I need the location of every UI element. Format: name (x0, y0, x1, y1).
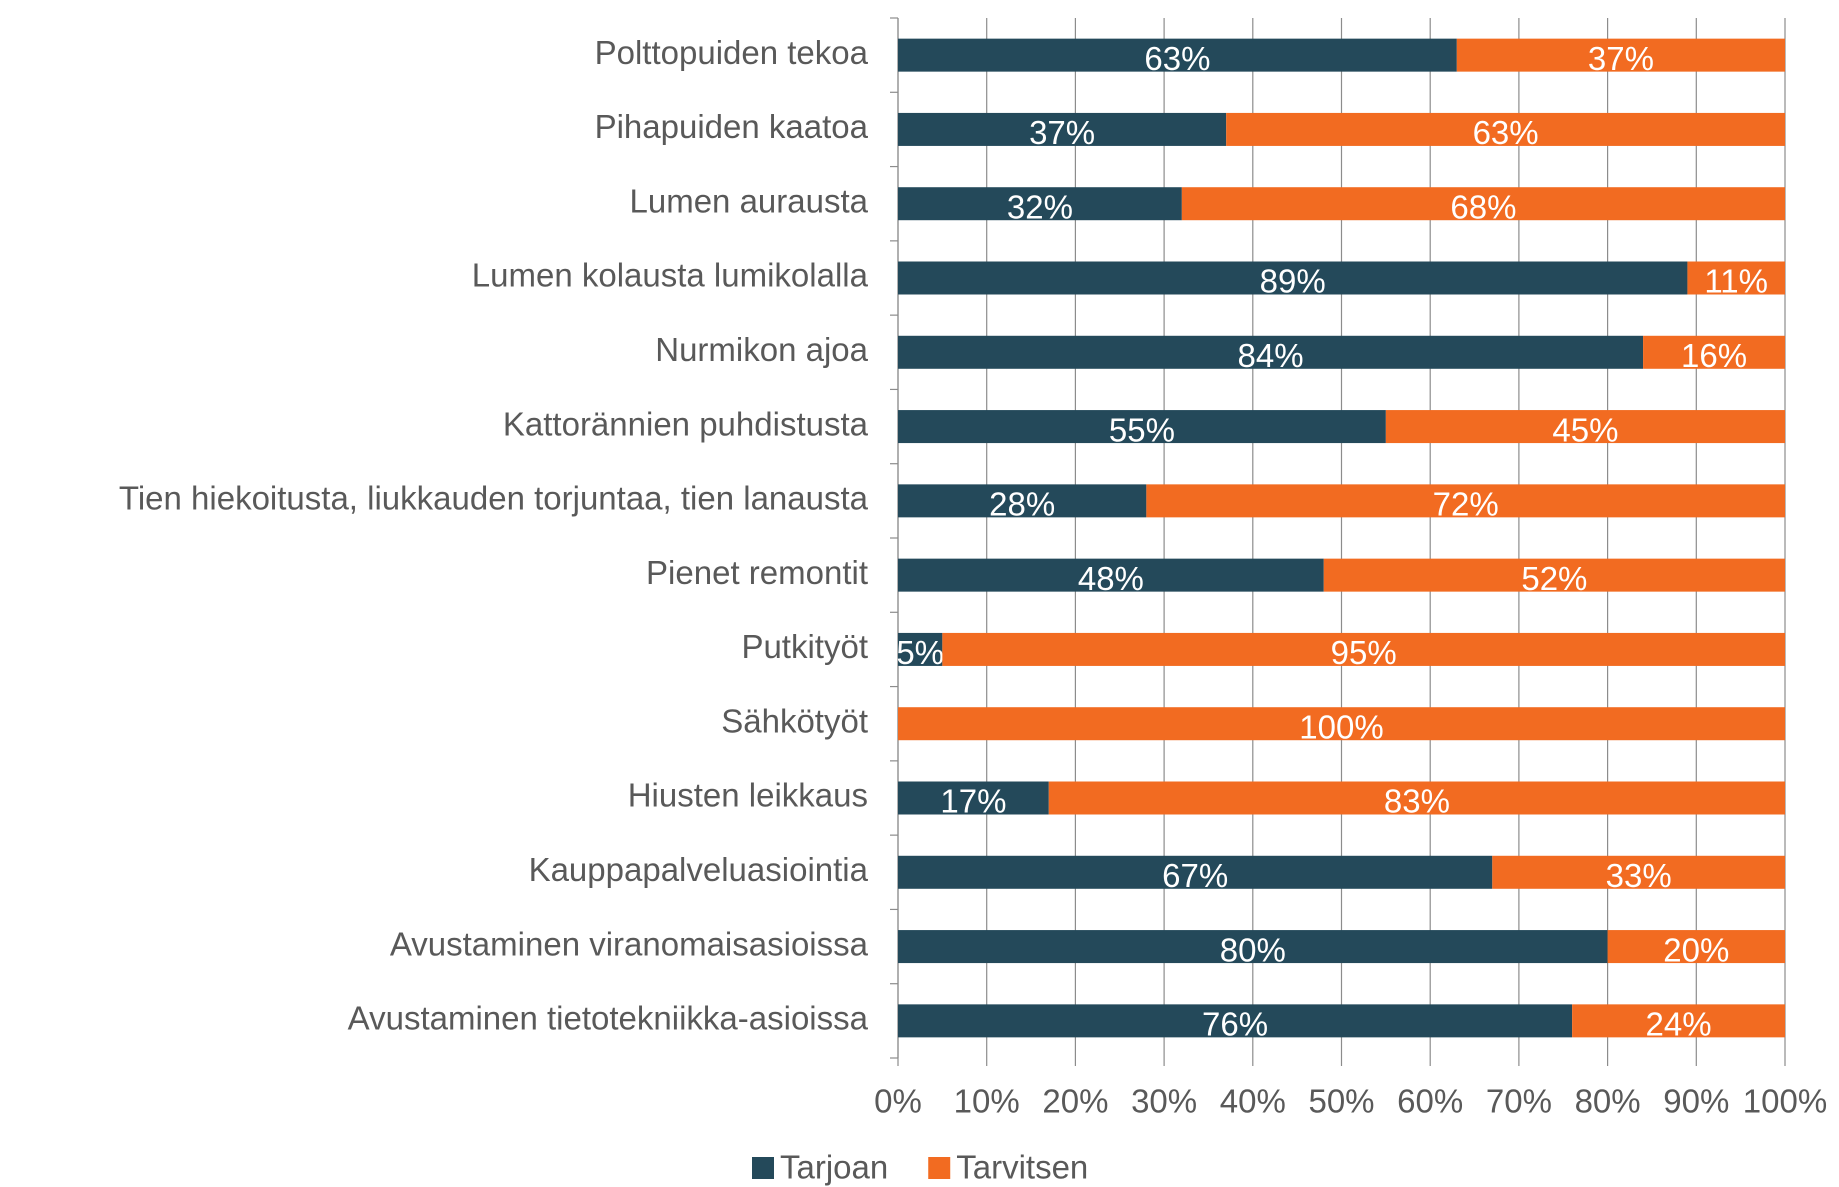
bar-segment (898, 38, 1457, 72)
y-tick-label: Putkityöt (741, 628, 868, 665)
data-label: 95% (1331, 634, 1397, 671)
data-label: 11% (1704, 263, 1768, 300)
x-tick-label: 10% (954, 1083, 1020, 1120)
y-tick-label: Nurmikon ajoa (655, 331, 868, 368)
x-tick-label: 0% (874, 1083, 922, 1120)
y-tick-label: Pienet remontit (646, 554, 868, 591)
data-label: 37% (1029, 114, 1095, 151)
x-tick-label: 100% (1743, 1083, 1827, 1120)
data-label: 48% (1078, 560, 1144, 597)
bar-segment (898, 335, 1644, 369)
bar-segment (1146, 484, 1785, 518)
x-tick-label: 30% (1131, 1083, 1197, 1120)
data-label: 17% (940, 783, 1006, 820)
bar-segment (898, 781, 1049, 815)
y-tick-label: Lumen kolausta lumikolalla (472, 257, 869, 294)
data-label: 76% (1202, 1006, 1268, 1043)
y-tick-label: Kauppapalveluasiointia (529, 851, 869, 888)
x-tick-label: 90% (1663, 1083, 1729, 1120)
data-label: 28% (989, 486, 1055, 523)
x-tick-label: 60% (1397, 1083, 1463, 1120)
data-label: 63% (1144, 40, 1210, 77)
bar-segment (898, 410, 1386, 444)
y-tick-label: Polttopuiden tekoa (595, 34, 869, 71)
legend-swatch (752, 1157, 774, 1179)
y-tick-label: Sähkötyöt (721, 702, 868, 739)
bar-segment (1492, 855, 1785, 889)
data-label: 100% (1299, 708, 1383, 745)
data-label: 24% (1646, 1006, 1712, 1043)
y-tick-label: Pihapuiden kaatoa (595, 108, 869, 145)
bar-segment (1687, 261, 1785, 295)
bar-segment (1572, 1004, 1785, 1038)
data-label: 32% (1007, 188, 1073, 225)
data-label: 5% (896, 634, 944, 671)
data-label: 80% (1220, 931, 1286, 968)
bar-segment (1456, 38, 1785, 72)
bar-segment (1323, 558, 1785, 592)
y-tick-label: Hiusten leikkaus (628, 777, 868, 814)
bar-segment (898, 112, 1227, 146)
bar-segment (1643, 335, 1785, 369)
data-label: 20% (1663, 931, 1729, 968)
bar-segment (898, 484, 1147, 518)
data-label: 89% (1260, 263, 1326, 300)
bar-segment (1048, 781, 1785, 815)
data-label: 37% (1588, 40, 1654, 77)
y-tick-label: Kattoränniеn puhdistusta (503, 405, 869, 442)
data-label: 67% (1162, 857, 1228, 894)
bar-segment (898, 707, 1785, 741)
x-tick-label: 70% (1486, 1083, 1552, 1120)
bar-segment (942, 632, 1785, 666)
legend-label: Tarjoan (780, 1149, 888, 1186)
data-label: 68% (1450, 188, 1516, 225)
data-label: 52% (1521, 560, 1587, 597)
data-label: 63% (1473, 114, 1539, 151)
data-label: 16% (1681, 337, 1747, 374)
x-tick-label: 40% (1220, 1083, 1286, 1120)
x-tick-label: 80% (1575, 1083, 1641, 1120)
y-tick-label: Avustaminen tietotekniikka-asioissa (348, 1000, 869, 1037)
bar-segment (1226, 112, 1785, 146)
data-label: 33% (1606, 857, 1672, 894)
x-tick-label: 50% (1308, 1083, 1374, 1120)
data-label: 45% (1552, 411, 1618, 448)
data-label: 84% (1238, 337, 1304, 374)
y-tick-label: Lumen aurausta (630, 182, 869, 219)
bar-segment (898, 930, 1608, 964)
bar-segment (898, 855, 1493, 889)
data-label: 72% (1433, 486, 1499, 523)
bar-segment (898, 632, 943, 666)
x-tick-label: 20% (1042, 1083, 1108, 1120)
bar-segment (898, 261, 1688, 295)
y-tick-label: Avustaminen viranomaisasioissa (390, 925, 869, 962)
bar-segment (1607, 930, 1785, 964)
data-label: 83% (1384, 783, 1450, 820)
data-label: 55% (1109, 411, 1175, 448)
bar-segment (898, 1004, 1573, 1038)
bar-segment (898, 187, 1182, 221)
y-tick-label: Tien hiekoitusta, liukkauden torjuntaa, … (119, 480, 869, 517)
bar-segment (1181, 187, 1785, 221)
legend-label: Tarvitsen (956, 1149, 1088, 1186)
bar-segment (898, 558, 1324, 592)
legend-swatch (928, 1157, 951, 1179)
bar-segment (1385, 410, 1785, 444)
